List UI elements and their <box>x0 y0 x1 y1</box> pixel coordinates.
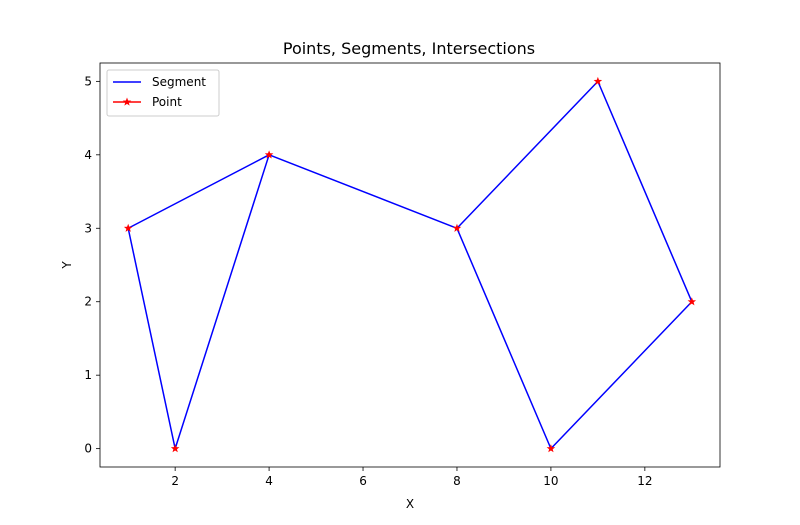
y-tick-label-3: 3 <box>84 221 92 235</box>
x-tick-label-4: 10 <box>543 474 558 488</box>
point-marker-1 <box>170 444 180 453</box>
y-axis-label: Y <box>60 261 74 270</box>
y-tick-label-4: 4 <box>84 148 92 162</box>
legend: Segment Point <box>106 69 220 117</box>
x-tick-label-1: 4 <box>265 474 273 488</box>
point-marker-2 <box>264 150 274 159</box>
point-marker-5 <box>687 297 697 306</box>
segment-series-line <box>127 80 693 450</box>
chart-title: Points, Segments, Intersections <box>283 39 535 58</box>
y-tick-label-2: 2 <box>84 295 92 309</box>
legend-segment-label: Segment <box>152 75 206 89</box>
x-tick-label-5: 12 <box>637 474 652 488</box>
point-marker-4 <box>546 444 556 453</box>
y-tick-label-0: 0 <box>84 442 92 456</box>
x-tick-label-3: 8 <box>453 474 461 488</box>
plot-area <box>123 76 697 453</box>
x-tick-label-2: 6 <box>359 474 367 488</box>
y-tick-label-1: 1 <box>84 368 92 382</box>
x-axis-label: X <box>406 497 414 511</box>
legend-point-marker <box>122 97 132 106</box>
point-marker-0 <box>123 223 133 232</box>
x-tick-label-0: 2 <box>171 474 179 488</box>
point-marker-6 <box>593 76 603 85</box>
y-tick-label-5: 5 <box>84 74 92 88</box>
point-marker-3 <box>452 223 462 232</box>
legend-point-label: Point <box>152 95 182 109</box>
axes-frame <box>99 62 721 468</box>
